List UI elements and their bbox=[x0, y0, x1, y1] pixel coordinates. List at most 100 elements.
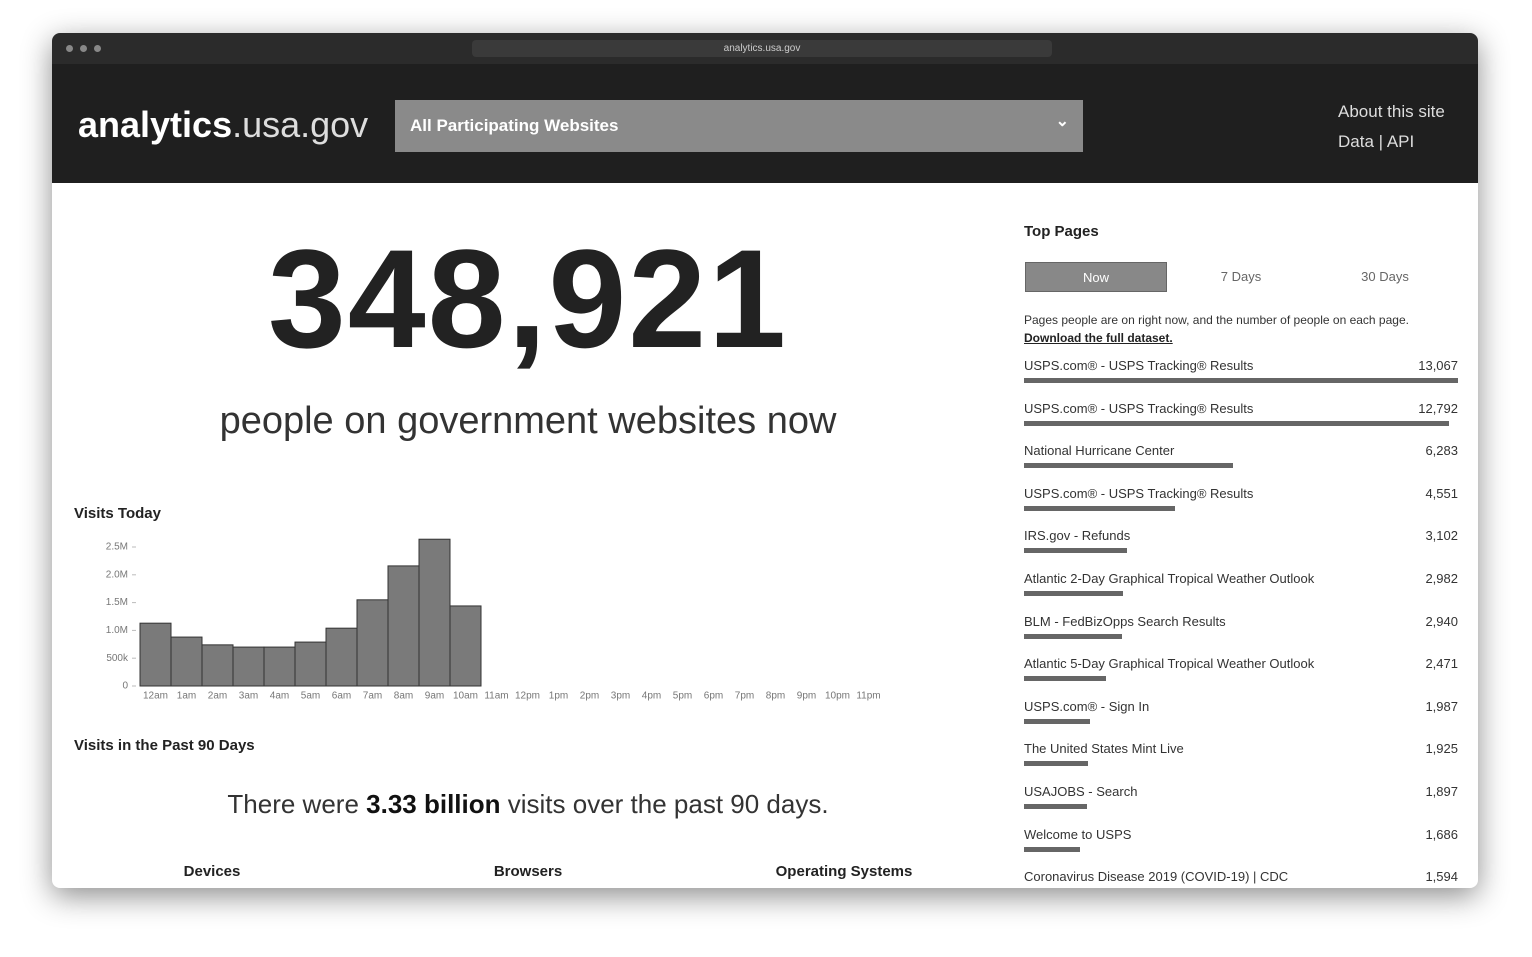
page-bar bbox=[1024, 548, 1128, 554]
x-tick-label: 5am bbox=[301, 691, 320, 702]
page-title: BLM - FedBizOpps Search Results bbox=[1024, 613, 1226, 629]
site-select[interactable]: All Participating Websites bbox=[395, 96, 1083, 152]
page-item: USAJOBS - Search 1,897 bbox=[1024, 784, 1458, 824]
x-tick-label: 11am bbox=[484, 691, 508, 702]
page-count: 1,897 bbox=[1425, 784, 1458, 799]
bar bbox=[201, 644, 234, 687]
page-title: USPS.com® - USPS Tracking® Results bbox=[1024, 400, 1254, 416]
x-tick-label: 12am bbox=[143, 691, 168, 702]
column-heading: Devices bbox=[183, 863, 241, 880]
x-tick-label: 1pm bbox=[549, 691, 568, 702]
page-count: 2,940 bbox=[1425, 613, 1458, 629]
window-button[interactable] bbox=[94, 45, 101, 52]
realtime-count: 348,921 bbox=[267, 220, 789, 377]
x-tick-label: 7am bbox=[363, 691, 382, 702]
page-item: USPS.com® - USPS Tracking® Results 12,792 bbox=[1024, 401, 1458, 441]
x-tick-label: 8pm bbox=[766, 691, 785, 702]
y-tick-label: 2.0M bbox=[106, 569, 128, 580]
x-tick-label: 11pm bbox=[856, 691, 880, 702]
page-bar bbox=[1024, 633, 1122, 639]
bar bbox=[263, 646, 296, 687]
x-tick-label: 3pm bbox=[611, 691, 630, 702]
window-button[interactable] bbox=[66, 45, 73, 52]
page-bar bbox=[1024, 804, 1087, 809]
page-item: USPS.com® - USPS Tracking® Results 13,067 bbox=[1024, 358, 1458, 398]
section-title: Top Pages bbox=[1024, 223, 1099, 240]
page-item: BLM - FedBizOpps Search Results 2,940 bbox=[1024, 614, 1458, 654]
x-tick-label: 9am bbox=[425, 691, 444, 702]
x-tick-label: 1am bbox=[177, 691, 196, 702]
sentence-text: There were bbox=[227, 789, 359, 819]
page-title: USPS.com® - USPS Tracking® Results bbox=[1024, 485, 1254, 501]
page-title: USAJOBS - Search bbox=[1024, 784, 1138, 799]
page-count: 6,283 bbox=[1425, 443, 1458, 459]
x-tick-label: 10am bbox=[453, 691, 478, 702]
x-tick-label: 6pm bbox=[704, 691, 723, 702]
window-button[interactable] bbox=[80, 45, 87, 52]
page-count: 2,982 bbox=[1425, 571, 1458, 586]
bar bbox=[294, 641, 327, 687]
bar bbox=[387, 565, 420, 687]
y-tick-label: 1.5M bbox=[106, 597, 128, 608]
x-tick-label: 6am bbox=[332, 691, 351, 702]
y-tick-label: 500k bbox=[106, 653, 129, 664]
browser-toolbar: analytics.usa.gov bbox=[52, 33, 1478, 64]
logo[interactable]: analytics.usa.gov bbox=[78, 104, 368, 146]
bar bbox=[356, 599, 389, 687]
y-tick-label: 0 bbox=[122, 681, 128, 692]
page-count: 3,102 bbox=[1425, 528, 1458, 544]
page-title: Welcome to USPS bbox=[1024, 826, 1132, 842]
bar bbox=[139, 622, 172, 687]
y-tick-label: 2.5M bbox=[106, 542, 128, 553]
y-tick-label: 1.0M bbox=[106, 625, 128, 636]
page-title: National Hurricane Center bbox=[1024, 443, 1175, 459]
page-count: 1,594 bbox=[1425, 869, 1458, 885]
page-bar bbox=[1024, 676, 1107, 682]
bar bbox=[449, 605, 482, 687]
page-count: 1,686 bbox=[1425, 826, 1458, 842]
page-count: 12,792 bbox=[1418, 400, 1458, 416]
page-title: The United States Mint Live bbox=[1024, 741, 1184, 757]
page-count: 13,067 bbox=[1418, 358, 1458, 373]
page-title: Coronavirus Disease 2019 (COVID-19) | CD… bbox=[1024, 869, 1289, 885]
nav-link[interactable]: About this site bbox=[1338, 102, 1445, 121]
tab[interactable]: Now bbox=[1025, 262, 1167, 292]
description: Pages people are on right now, and the n… bbox=[1024, 311, 1458, 347]
x-tick-label: 2am bbox=[208, 691, 227, 702]
x-tick-label: 5pm bbox=[673, 691, 692, 702]
visits-sentence: There were 3.33 billion visits over the … bbox=[52, 789, 1004, 820]
column-heading: Operating Systems bbox=[775, 863, 913, 880]
page-title: Atlantic 5-Day Graphical Tropical Weathe… bbox=[1024, 656, 1315, 672]
page-bar bbox=[1024, 378, 1458, 383]
bar bbox=[325, 627, 358, 687]
x-tick-label: 3am bbox=[239, 691, 258, 702]
page-count: 1,925 bbox=[1425, 741, 1458, 757]
bar bbox=[232, 646, 265, 687]
realtime-caption: people on government websites now bbox=[219, 400, 837, 442]
x-tick-label: 4am bbox=[270, 691, 289, 702]
tab[interactable]: 7 Days bbox=[1220, 269, 1262, 284]
page-title: USPS.com® - USPS Tracking® Results bbox=[1024, 358, 1254, 373]
tab[interactable]: 30 Days bbox=[1361, 269, 1409, 284]
page-bar bbox=[1024, 846, 1080, 852]
page-item: Atlantic 5-Day Graphical Tropical Weathe… bbox=[1024, 656, 1458, 696]
page-bar bbox=[1024, 718, 1090, 724]
page-item: Coronavirus Disease 2019 (COVID-19) | CD… bbox=[1024, 869, 1458, 888]
page-item: Welcome to USPS 1,686 bbox=[1024, 827, 1458, 867]
page-item: The United States Mint Live 1,925 bbox=[1024, 741, 1458, 781]
page-item: IRS.gov - Refunds 3,102 bbox=[1024, 528, 1458, 568]
site-header: analytics.usa.gov All Participating Webs… bbox=[52, 64, 1478, 183]
page-bar bbox=[1024, 420, 1449, 426]
download-link[interactable]: Download the full dataset. bbox=[1024, 331, 1173, 345]
logo-bold: analytics bbox=[78, 104, 233, 145]
url-bar[interactable]: analytics.usa.gov bbox=[472, 40, 1052, 57]
page-bar bbox=[1024, 761, 1088, 767]
page-item: USPS.com® - Sign In 1,987 bbox=[1024, 699, 1458, 739]
page-item: Atlantic 2-Day Graphical Tropical Weathe… bbox=[1024, 571, 1458, 611]
x-tick-label: 7pm bbox=[735, 691, 754, 702]
visits-today-chart: 0 500k 1.0M 1.5M 2.0M 2.5M 12am 1am 2am 3am 4am 5am… bbox=[106, 538, 881, 702]
x-tick-label: 8am bbox=[394, 691, 413, 702]
nav-link[interactable]: Data | API bbox=[1338, 132, 1415, 151]
page-item: USPS.com® - USPS Tracking® Results 4,551 bbox=[1024, 486, 1458, 526]
description-text: Pages people are on right now, and the n… bbox=[1024, 313, 1409, 327]
